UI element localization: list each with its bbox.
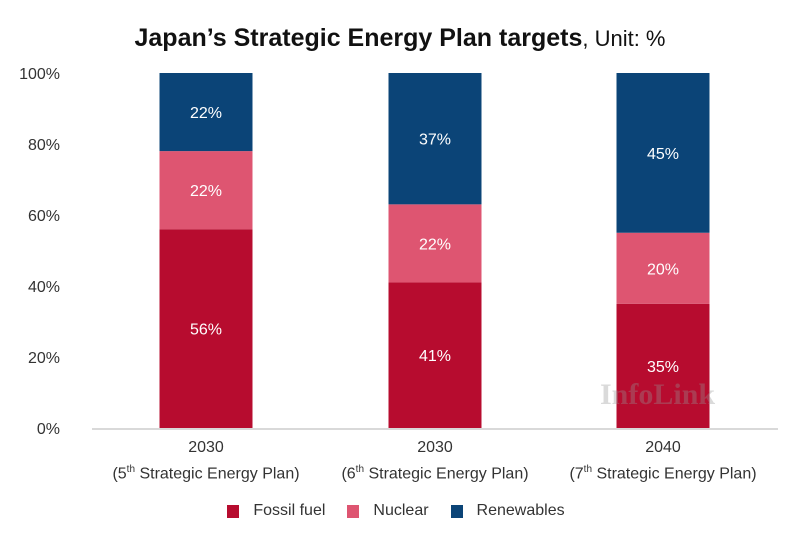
legend-label: Fossil fuel — [253, 502, 326, 519]
x-tick-ordinal: th — [126, 464, 136, 475]
y-tick-label: 0% — [37, 421, 60, 438]
x-tick-plan-name: Strategic Energy Plan) — [364, 465, 529, 483]
legend-swatch — [450, 504, 463, 518]
bar-segment-nuclear — [616, 232, 710, 304]
x-tick-ordinal: th — [583, 464, 593, 475]
x-tick-year: 2030 — [417, 439, 453, 456]
bar-segment-nuclear — [388, 204, 482, 283]
legend: Fossil fuel Nuclear Renewables — [0, 502, 800, 520]
y-tick-label: 80% — [28, 137, 60, 154]
legend-item: Fossil fuel — [227, 502, 325, 520]
x-tick-plan-name: Strategic Energy Plan) — [592, 465, 757, 483]
x-tick-year: 2040 — [645, 439, 681, 456]
data-label: 22% — [190, 183, 222, 200]
x-tick-label: 2030 (6th Strategic Energy Plan) — [320, 437, 550, 485]
watermark-logo: InfoLink — [600, 378, 716, 411]
legend-item: Renewables — [450, 502, 565, 520]
y-tick-label: 60% — [28, 208, 60, 225]
title-unit: , Unit: % — [582, 26, 666, 51]
bar-segment-fossil-fuel — [159, 229, 253, 428]
y-tick-label: 20% — [28, 350, 60, 367]
y-tick-label: 40% — [28, 279, 60, 296]
x-tick-ordinal: th — [355, 464, 365, 475]
x-tick-label: 2040 (7th Strategic Energy Plan) — [548, 437, 778, 485]
legend-label: Nuclear — [373, 502, 429, 519]
data-label: 56% — [190, 322, 222, 339]
data-label: 20% — [647, 261, 679, 278]
data-label: 22% — [190, 105, 222, 122]
x-tick-plan-number: (5 — [112, 465, 127, 483]
data-label: 41% — [419, 348, 451, 365]
y-tick-label: 100% — [19, 66, 60, 83]
legend-label: Renewables — [476, 502, 565, 519]
bar-segment-renewables — [616, 73, 710, 233]
x-tick-plan-name: Strategic Energy Plan) — [135, 465, 300, 483]
x-tick-year: 2030 — [188, 439, 224, 456]
bar-segment-fossil-fuel — [616, 303, 710, 428]
chart-title: Japan’s Strategic Energy Plan targets, U… — [0, 24, 800, 53]
x-tick-plan-number: (7 — [569, 465, 584, 483]
bar-segment-fossil-fuel — [388, 282, 482, 428]
legend-swatch — [227, 504, 240, 518]
title-main: Japan’s Strategic Energy Plan targets — [134, 24, 583, 52]
data-label: 37% — [419, 132, 451, 149]
x-tick-plan-number: (6 — [341, 465, 356, 483]
data-label: 45% — [647, 146, 679, 163]
bar-segment-nuclear — [159, 151, 253, 230]
bar-segment-renewables — [159, 73, 253, 152]
bar-segment-renewables — [388, 73, 482, 205]
legend-item: Nuclear — [347, 502, 429, 520]
legend-swatch — [347, 504, 360, 518]
x-tick-label: 2030 (5th Strategic Energy Plan) — [91, 437, 321, 485]
data-label: 35% — [647, 359, 679, 376]
data-label: 22% — [419, 236, 451, 253]
